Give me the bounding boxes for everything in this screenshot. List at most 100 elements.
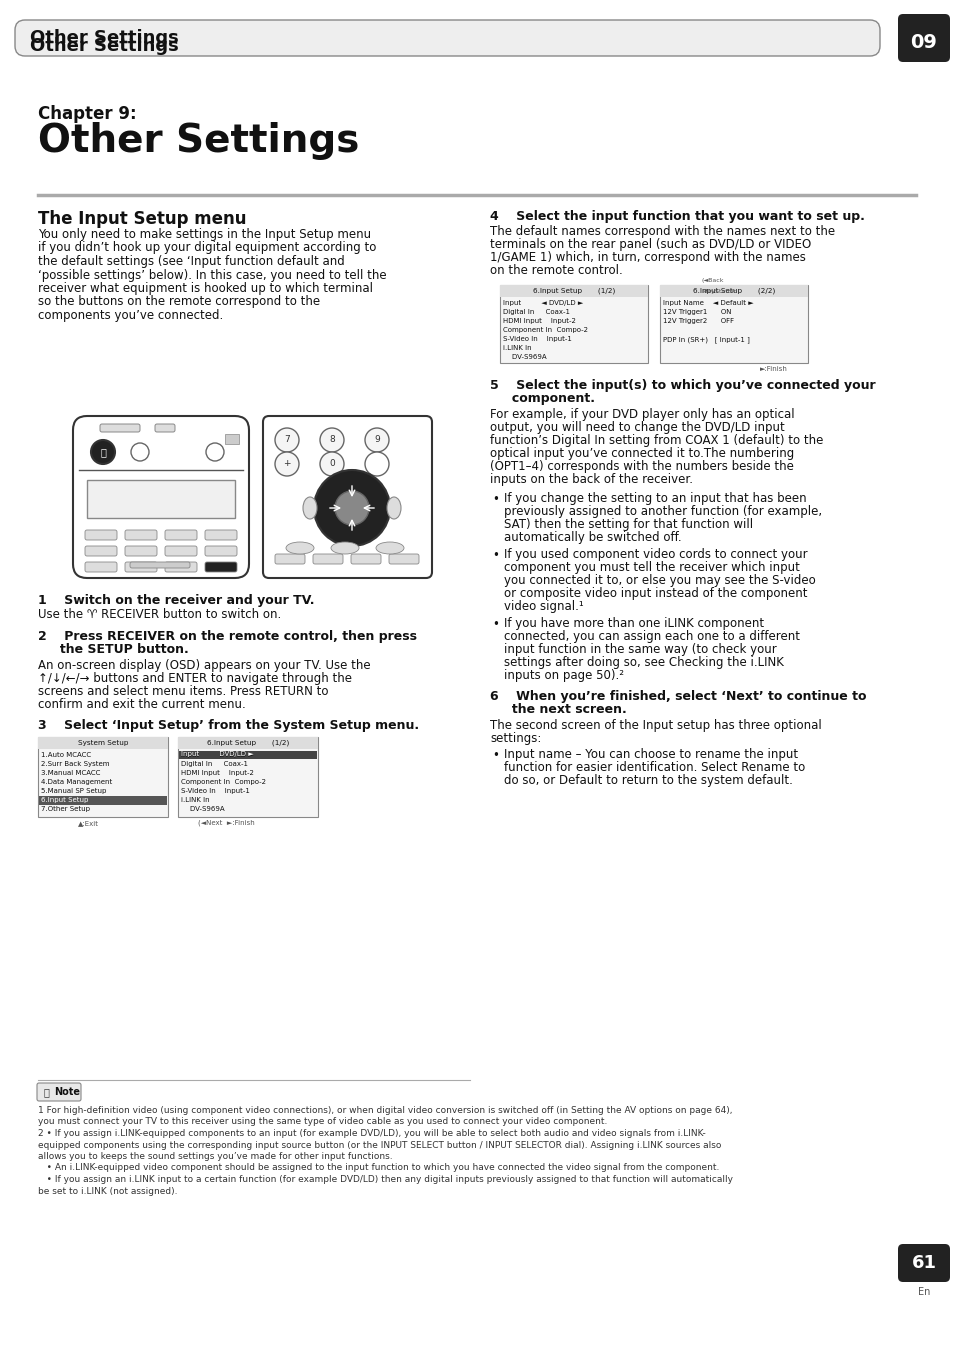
FancyBboxPatch shape bbox=[205, 530, 236, 541]
Text: connected, you can assign each one to a different: connected, you can assign each one to a … bbox=[503, 630, 800, 643]
Text: 12V Trigger1      ON: 12V Trigger1 ON bbox=[662, 309, 731, 315]
FancyBboxPatch shape bbox=[130, 562, 190, 568]
Text: Component In  Compo-2: Component In Compo-2 bbox=[181, 779, 266, 785]
Ellipse shape bbox=[375, 542, 403, 554]
Text: You only need to make settings in the Input Setup menu: You only need to make settings in the In… bbox=[38, 228, 371, 241]
Ellipse shape bbox=[331, 542, 358, 554]
Text: DV-S969A: DV-S969A bbox=[181, 806, 224, 811]
Circle shape bbox=[206, 443, 224, 461]
Text: settings:: settings: bbox=[490, 732, 540, 745]
Ellipse shape bbox=[303, 497, 316, 519]
Text: HDMI Input    Input-2: HDMI Input Input-2 bbox=[502, 318, 576, 324]
Text: function for easier identification. Select Rename to: function for easier identification. Sele… bbox=[503, 762, 804, 774]
Text: Other Settings: Other Settings bbox=[30, 36, 178, 55]
FancyBboxPatch shape bbox=[85, 530, 117, 541]
Text: Input         ◄ DVD/LD ►: Input ◄ DVD/LD ► bbox=[502, 301, 582, 306]
FancyBboxPatch shape bbox=[205, 562, 236, 572]
Text: •: • bbox=[492, 549, 498, 562]
FancyBboxPatch shape bbox=[154, 425, 174, 431]
Text: Input         DVD/LD ►: Input DVD/LD ► bbox=[181, 751, 253, 758]
Text: 61: 61 bbox=[910, 1254, 936, 1273]
Text: or composite video input instead of the component: or composite video input instead of the … bbox=[503, 586, 806, 600]
Text: 6.Input Setup       (1/2): 6.Input Setup (1/2) bbox=[533, 287, 615, 294]
Bar bbox=[178, 737, 317, 817]
Bar bbox=[38, 737, 168, 749]
Circle shape bbox=[319, 452, 344, 476]
Text: input function in the same way (to check your: input function in the same way (to check… bbox=[503, 643, 776, 656]
Circle shape bbox=[365, 452, 389, 476]
Text: En: En bbox=[917, 1287, 929, 1297]
Bar bbox=[87, 480, 234, 518]
FancyBboxPatch shape bbox=[165, 562, 196, 572]
Circle shape bbox=[335, 491, 369, 524]
Bar bbox=[39, 797, 167, 805]
FancyBboxPatch shape bbox=[897, 1244, 949, 1282]
FancyBboxPatch shape bbox=[165, 546, 196, 555]
FancyBboxPatch shape bbox=[205, 546, 236, 555]
Text: Other Settings: Other Settings bbox=[30, 30, 178, 47]
Text: optical input you’ve connected it to.The numbering: optical input you’ve connected it to.The… bbox=[490, 448, 794, 460]
FancyBboxPatch shape bbox=[85, 546, 117, 555]
Text: 1 For high-definition video (using component video connections), or when digital: 1 For high-definition video (using compo… bbox=[38, 1105, 732, 1115]
Text: 6.Input Setup       (1/2): 6.Input Setup (1/2) bbox=[207, 740, 289, 747]
Text: Digital In     Coax-1: Digital In Coax-1 bbox=[502, 309, 569, 315]
Text: ⏻: ⏻ bbox=[100, 448, 106, 457]
FancyBboxPatch shape bbox=[125, 530, 157, 541]
Text: ▲:Exit: ▲:Exit bbox=[78, 820, 99, 826]
Text: 5    Select the input(s) to which you’ve connected your: 5 Select the input(s) to which you’ve co… bbox=[490, 379, 875, 392]
FancyBboxPatch shape bbox=[897, 13, 949, 62]
Text: output, you will need to change the DVD/LD input: output, you will need to change the DVD/… bbox=[490, 421, 784, 434]
Text: Digital In     Coax-1: Digital In Coax-1 bbox=[181, 762, 248, 767]
FancyBboxPatch shape bbox=[85, 562, 117, 572]
FancyBboxPatch shape bbox=[125, 546, 157, 555]
Text: 0: 0 bbox=[329, 460, 335, 469]
Text: (OPT1–4) corresponds with the numbers beside the: (OPT1–4) corresponds with the numbers be… bbox=[490, 460, 793, 473]
Text: you must connect your TV to this receiver using the same type of video cable as : you must connect your TV to this receive… bbox=[38, 1117, 607, 1127]
Text: (◄Back: (◄Back bbox=[701, 278, 723, 283]
Text: The Input Setup menu: The Input Setup menu bbox=[38, 210, 246, 228]
Text: • An i.LINK-equipped video component should be assigned to the input function to: • An i.LINK-equipped video component sho… bbox=[38, 1163, 719, 1173]
Text: ⦿: ⦿ bbox=[44, 1086, 50, 1097]
Text: HDMI Input    Input-2: HDMI Input Input-2 bbox=[181, 770, 253, 776]
Text: 09: 09 bbox=[909, 32, 937, 51]
Text: do so, or Default to return to the system default.: do so, or Default to return to the syste… bbox=[503, 774, 792, 787]
Text: screens and select menu items. Press RETURN to: screens and select menu items. Press RET… bbox=[38, 685, 328, 698]
Text: •: • bbox=[492, 493, 498, 506]
Text: PDP In (SR+)   [ Input-1 ]: PDP In (SR+) [ Input-1 ] bbox=[662, 336, 749, 342]
Text: on the remote control.: on the remote control. bbox=[490, 264, 622, 276]
Text: equipped components using the corresponding input source button (or the INPUT SE: equipped components using the correspond… bbox=[38, 1140, 720, 1150]
Text: DV-S969A: DV-S969A bbox=[502, 355, 546, 360]
Bar bbox=[499, 284, 647, 363]
Text: +: + bbox=[283, 460, 291, 469]
Circle shape bbox=[314, 470, 390, 546]
Text: SAT) then the setting for that function will: SAT) then the setting for that function … bbox=[503, 518, 752, 531]
FancyBboxPatch shape bbox=[274, 554, 305, 563]
Text: The second screen of the Input setup has three optional: The second screen of the Input setup has… bbox=[490, 718, 821, 732]
Circle shape bbox=[365, 429, 389, 452]
Text: An on-screen display (OSD) appears on your TV. Use the: An on-screen display (OSD) appears on yo… bbox=[38, 659, 370, 673]
Text: Note: Note bbox=[54, 1086, 80, 1097]
Text: inputs on page 50).²: inputs on page 50).² bbox=[503, 669, 623, 682]
Text: allows you to keeps the sound settings you’ve made for other input functions.: allows you to keeps the sound settings y… bbox=[38, 1153, 393, 1161]
Text: 6.Input Setup       (2/2): 6.Input Setup (2/2) bbox=[692, 287, 774, 294]
Ellipse shape bbox=[387, 497, 400, 519]
Bar bbox=[659, 284, 807, 297]
FancyBboxPatch shape bbox=[263, 417, 432, 578]
Circle shape bbox=[131, 443, 149, 461]
Bar bbox=[659, 284, 807, 363]
Text: if you didn’t hook up your digital equipment according to: if you didn’t hook up your digital equip… bbox=[38, 241, 376, 255]
FancyBboxPatch shape bbox=[73, 417, 249, 578]
Text: so the buttons on the remote correspond to the: so the buttons on the remote correspond … bbox=[38, 295, 320, 309]
Circle shape bbox=[91, 439, 115, 464]
Circle shape bbox=[319, 429, 344, 452]
Text: 6.Input Setup: 6.Input Setup bbox=[41, 797, 89, 803]
FancyBboxPatch shape bbox=[37, 1082, 81, 1101]
Text: 1.Auto MCACC: 1.Auto MCACC bbox=[41, 752, 91, 758]
Text: 2    Press RECEIVER on the remote control, then press: 2 Press RECEIVER on the remote control, … bbox=[38, 630, 416, 643]
Text: • If you assign an i.LINK input to a certain function (for example DVD/LD) then : • If you assign an i.LINK input to a cer… bbox=[38, 1175, 732, 1184]
FancyBboxPatch shape bbox=[313, 554, 343, 563]
Text: If you change the setting to an input that has been: If you change the setting to an input th… bbox=[503, 492, 806, 506]
Bar bbox=[225, 434, 239, 443]
Text: confirm and exit the current menu.: confirm and exit the current menu. bbox=[38, 698, 246, 710]
Text: ‘possible settings’ below). In this case, you need to tell the: ‘possible settings’ below). In this case… bbox=[38, 268, 386, 282]
